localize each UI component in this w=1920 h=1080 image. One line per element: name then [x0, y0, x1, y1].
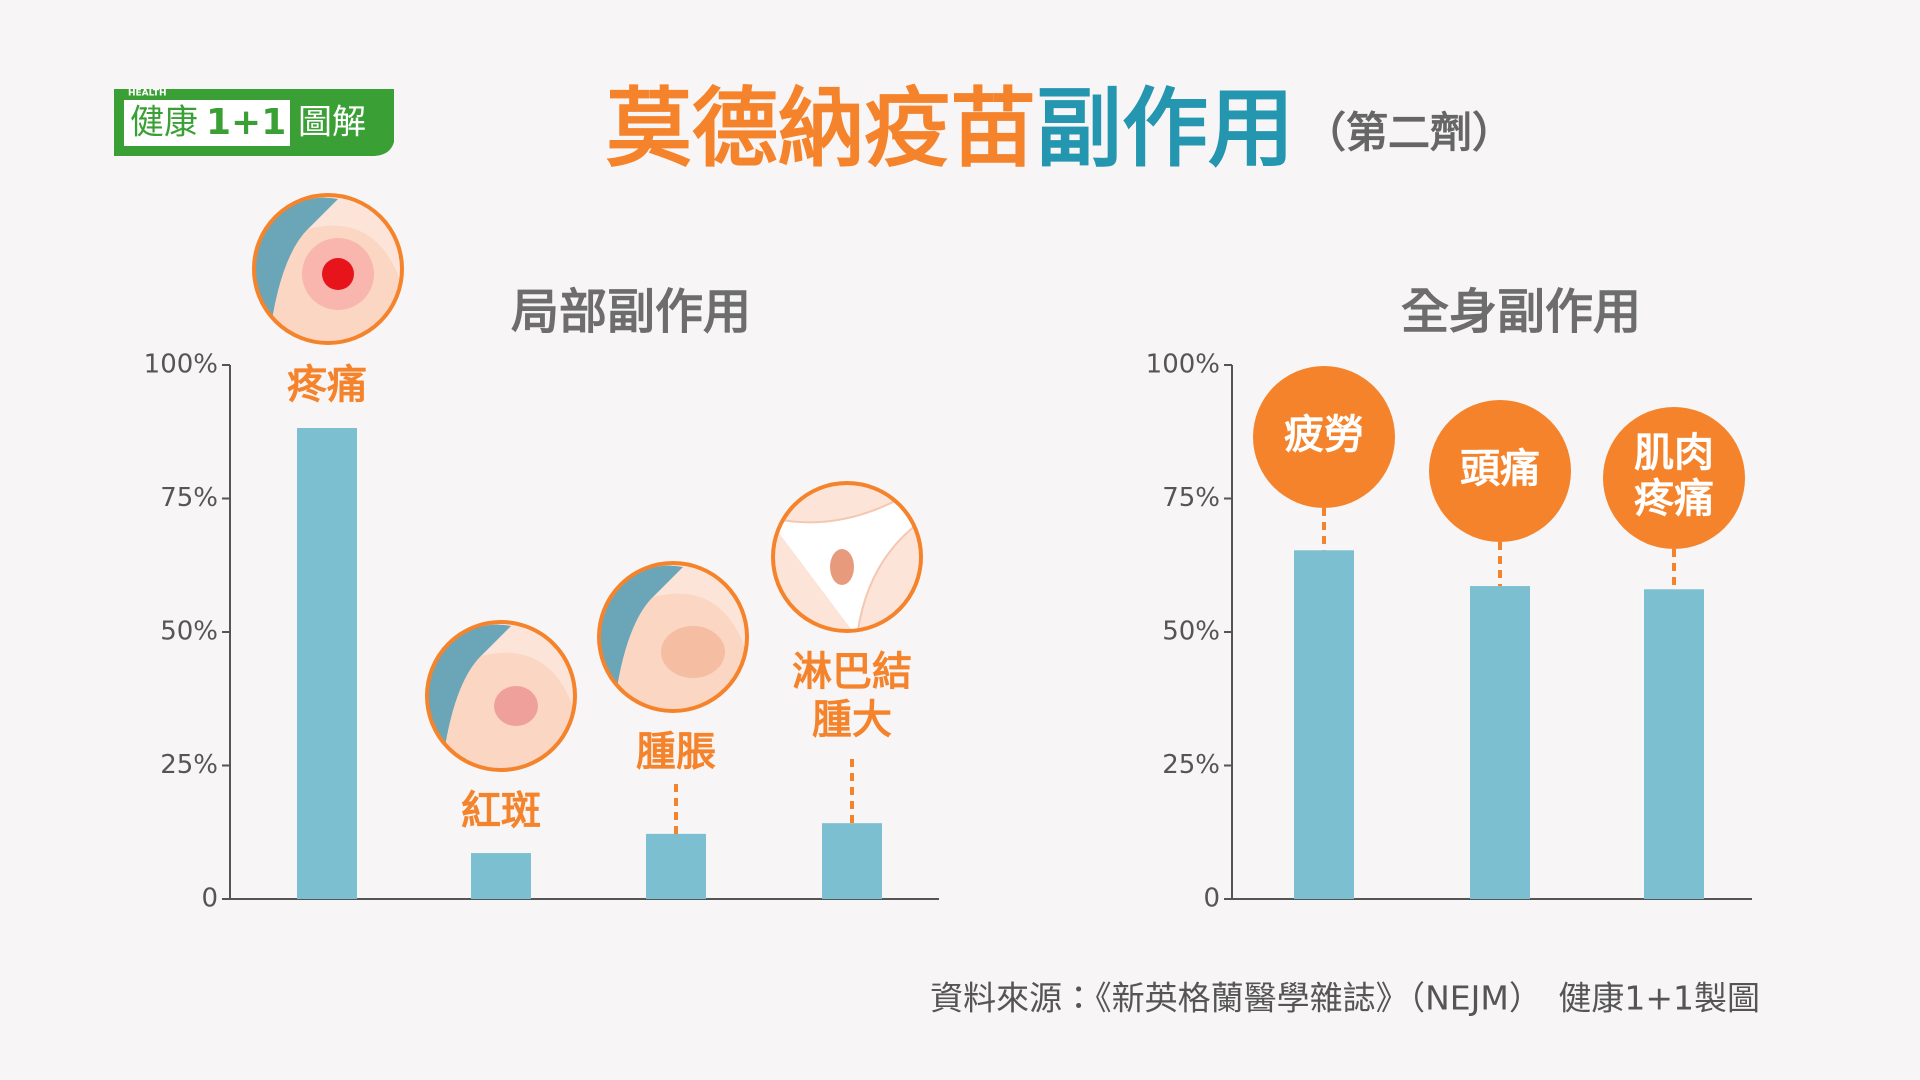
title-part: 莫德納疫苗: [606, 79, 1036, 179]
icon-ring: [252, 193, 404, 345]
pain-spot: [322, 258, 354, 290]
icon-ring: [597, 561, 749, 713]
sleeve: [427, 624, 511, 770]
y-tick-label: 100%: [144, 350, 218, 380]
y-tick-label: 75%: [1162, 483, 1220, 513]
sleeve: [254, 197, 338, 343]
illustration: [597, 561, 749, 713]
icon-art: [254, 197, 402, 343]
logo: HEALTH 健康 1+1 圖解: [114, 89, 394, 156]
y-tick-label: 25%: [160, 750, 218, 780]
y-tick-label: 75%: [160, 483, 218, 513]
illustration: [252, 193, 404, 345]
category-label: 腫脹: [636, 729, 716, 775]
source-note: 資料來源：《新英格蘭醫學雜誌》（NEJM） 健康1+1製圖: [930, 979, 1760, 1018]
icon-art: [599, 565, 747, 711]
logo-label: 圖解: [298, 103, 366, 143]
bar: [471, 853, 531, 899]
bar: [1470, 586, 1530, 899]
icon-ring: [425, 620, 577, 772]
chart-title: 局部副作用: [511, 284, 751, 340]
logo-brand: 健康: [130, 103, 198, 143]
y-tick-label: 100%: [1146, 350, 1220, 380]
y-tick-label: 50%: [160, 617, 218, 647]
bar: [646, 833, 706, 899]
illustration: [425, 620, 577, 772]
illustration: [771, 481, 923, 633]
node: [830, 549, 854, 585]
category-label: 頭痛: [1460, 446, 1540, 492]
title-suffix: （第二劑）: [1304, 108, 1514, 157]
category-label: 肌肉疼痛: [1634, 430, 1714, 522]
label-bubble: [1429, 400, 1571, 542]
bar: [822, 823, 882, 899]
logo-tag: HEALTH: [128, 89, 167, 99]
icon-art: [427, 624, 575, 770]
label-bubble: [1253, 366, 1395, 508]
sleeve: [599, 565, 683, 711]
bar: [1294, 550, 1354, 899]
logo-number: 1+1: [206, 102, 286, 143]
category-label: 疲勞: [1284, 412, 1364, 458]
redness: [494, 686, 538, 726]
main-title: 莫德納疫苗副作用 （第二劑）: [606, 79, 1514, 179]
icon-ring: [771, 481, 923, 633]
chart-title: 全身副作用: [1401, 284, 1641, 340]
icon-art: [773, 483, 921, 631]
y-tick-label: 0: [201, 884, 218, 914]
bar: [1644, 589, 1704, 899]
title-part: 副作用: [1036, 79, 1294, 179]
label-bubble: [1603, 407, 1745, 549]
category-label: 淋巴結腫大: [792, 649, 912, 743]
bar: [297, 428, 357, 899]
y-tick-label: 0: [1203, 884, 1220, 914]
category-label: 紅斑: [461, 788, 541, 834]
category-label: 疼痛: [287, 362, 367, 408]
y-tick-label: 50%: [1162, 617, 1220, 647]
swelling: [661, 626, 725, 678]
y-tick-label: 25%: [1162, 750, 1220, 780]
